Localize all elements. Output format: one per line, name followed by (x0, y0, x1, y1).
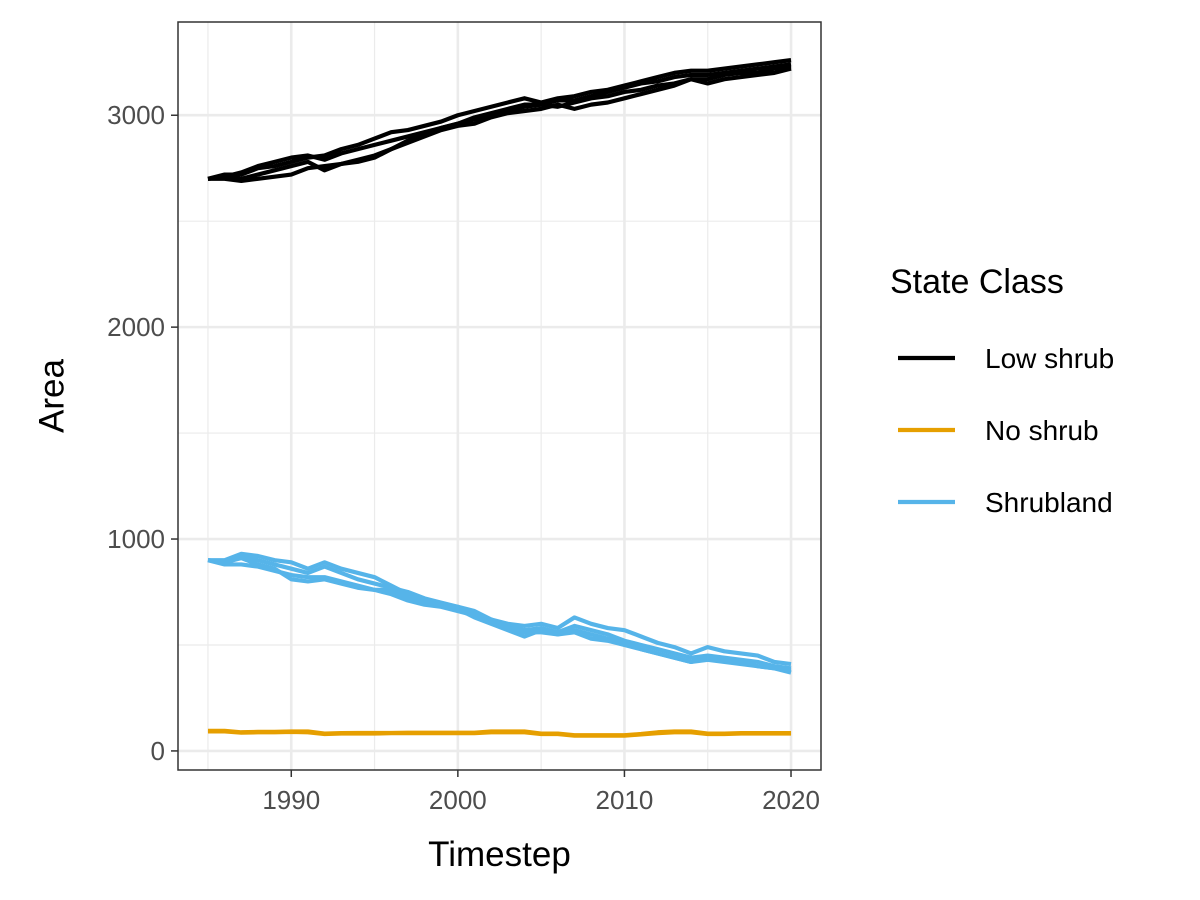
legend-label: Low shrub (985, 343, 1114, 374)
x-tick-label: 1990 (262, 785, 320, 815)
x-tick-label: 2020 (762, 785, 820, 815)
series-line-low-shrub (207, 58, 792, 181)
series-line-no-shrub (207, 729, 792, 738)
axes: 1990 2000 2010 2020 0 1000 2000 3000 (107, 100, 820, 815)
y-tick-label: 1000 (107, 524, 165, 554)
y-axis-title: Area (32, 359, 71, 433)
x-axis-title: Timestep (428, 835, 571, 874)
legend-label: Shrubland (985, 487, 1113, 518)
x-tick-label: 2000 (429, 785, 487, 815)
legend: State Class Low shrub No shrub Shrubland (890, 263, 1114, 518)
series-line-low-shrub (207, 64, 792, 181)
plot-panel-border (177, 21, 822, 771)
legend-label: No shrub (985, 415, 1099, 446)
legend-title: State Class (890, 263, 1064, 301)
y-tick-label: 0 (151, 736, 165, 766)
series-line-shrubland (207, 556, 792, 673)
series-lines (207, 58, 792, 738)
y-tick-label: 2000 (107, 312, 165, 342)
x-tick-label: 2010 (596, 785, 654, 815)
y-tick-label: 3000 (107, 100, 165, 130)
